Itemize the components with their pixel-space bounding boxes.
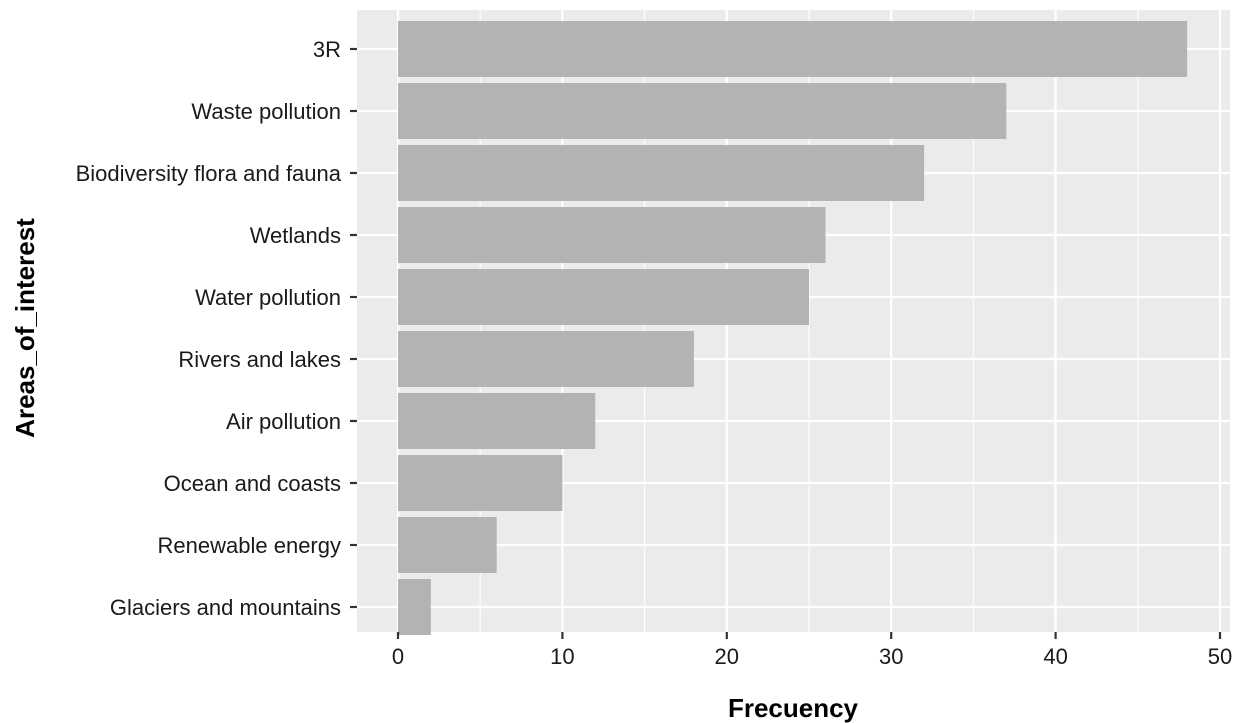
x-tick-label: 50: [1208, 644, 1232, 669]
x-tick-label: 0: [392, 644, 404, 669]
x-tick-label: 30: [879, 644, 903, 669]
y-tick-label: Air pollution: [226, 409, 341, 434]
bar: [398, 269, 809, 325]
x-tick-label: 40: [1043, 644, 1067, 669]
y-axis: 3R Waste pollution Biodiversity flora and …: [76, 37, 357, 620]
y-tick-label: Rivers and lakes: [178, 347, 341, 372]
bar: [398, 331, 694, 387]
y-tick-label: Renewable energy: [158, 533, 341, 558]
y-tick-label: Water pollution: [195, 285, 341, 310]
x-tick-label: 20: [715, 644, 739, 669]
x-axis: 0 10 20 30 40 50: [392, 632, 1232, 669]
x-axis-title: Frecuency: [728, 693, 859, 723]
bar: [398, 455, 563, 511]
y-axis-title: Areas_of_interest: [10, 218, 40, 438]
y-tick-label: Ocean and coasts: [164, 471, 341, 496]
bars: [398, 21, 1188, 635]
bar: [398, 145, 925, 201]
bar: [398, 83, 1007, 139]
bar: [398, 21, 1188, 77]
y-tick-label: Waste pollution: [191, 99, 341, 124]
bar: [398, 393, 596, 449]
bar: [398, 579, 431, 635]
bar: [398, 517, 497, 573]
y-tick-label: Wetlands: [250, 223, 341, 248]
x-tick-label: 10: [550, 644, 574, 669]
y-tick-label: 3R: [313, 37, 341, 62]
y-tick-label: Glaciers and mountains: [110, 595, 341, 620]
y-tick-label: Biodiversity flora and fauna: [76, 161, 342, 186]
bar: [398, 207, 826, 263]
